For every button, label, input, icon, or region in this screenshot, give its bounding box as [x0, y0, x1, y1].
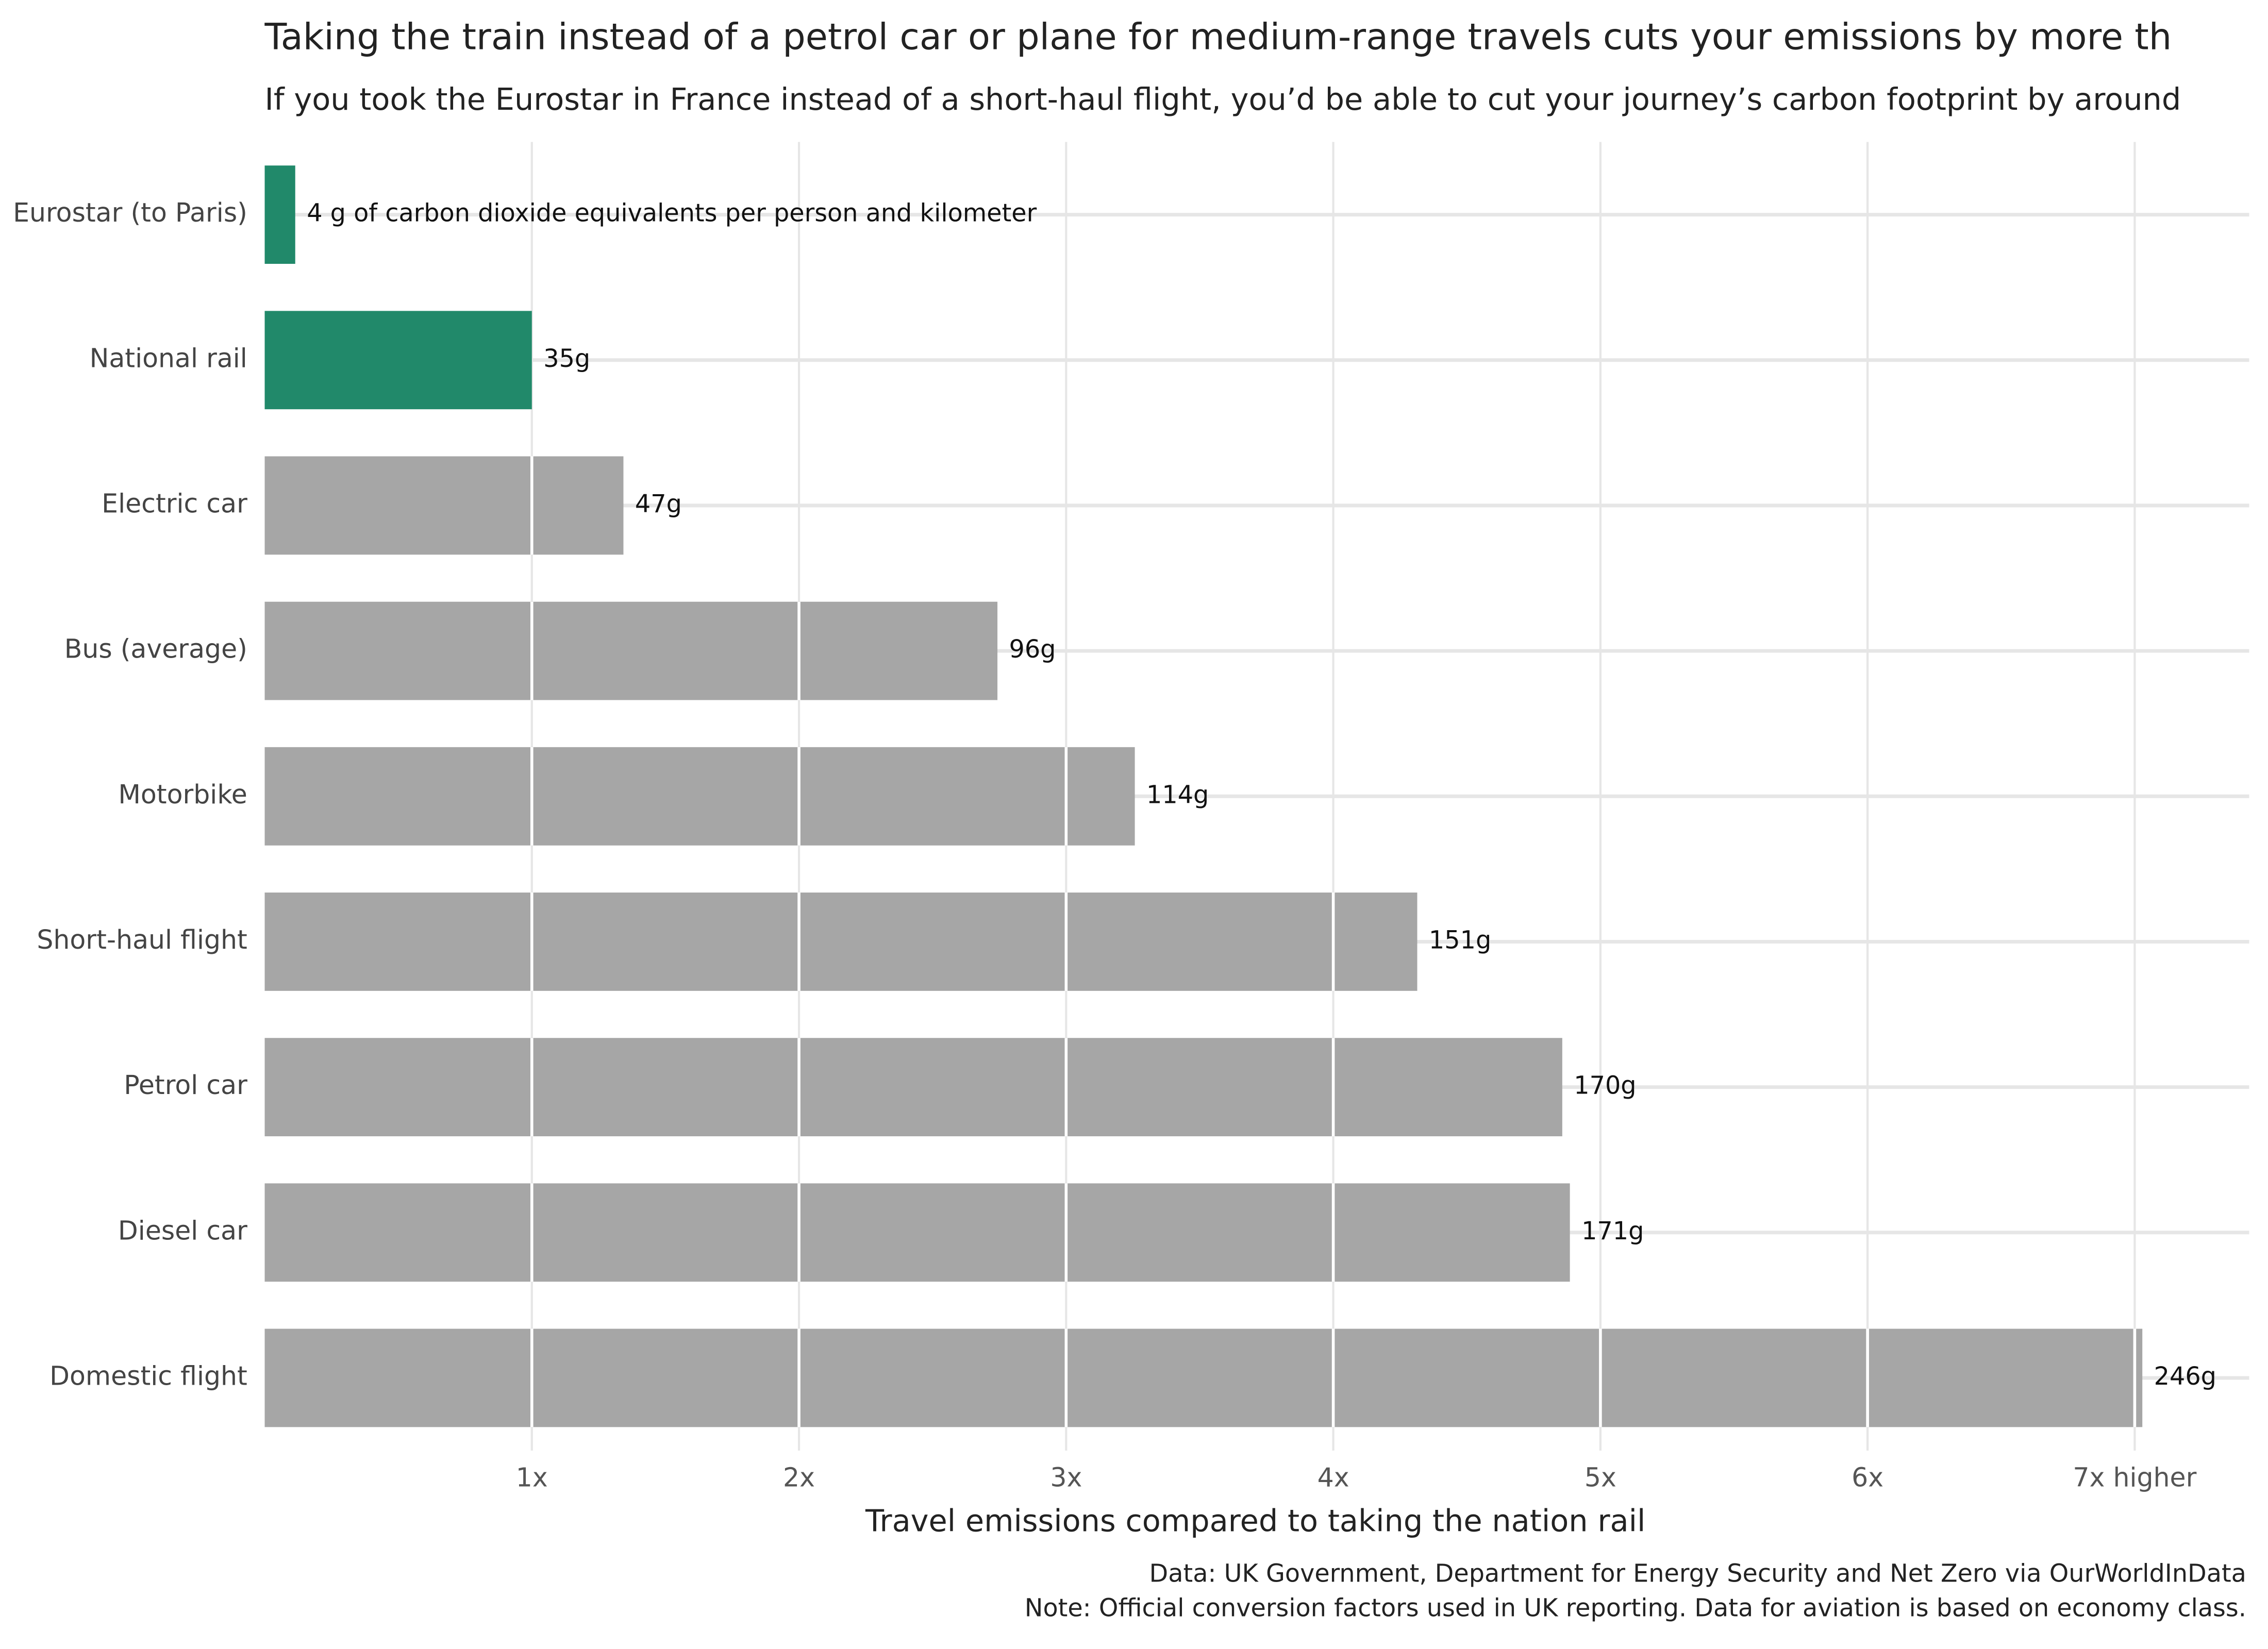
caption: Data: UK Government, Department for Ener…: [1149, 1559, 2246, 1588]
bar: [264, 311, 532, 410]
value-label: 170g: [1574, 1072, 1636, 1100]
bars: [264, 165, 2143, 1427]
bar: [264, 893, 1418, 991]
x-tick-label: 7x higher: [2073, 1462, 2196, 1493]
bar: [264, 1183, 1570, 1282]
y-tick-label: Eurostar (to Paris): [13, 197, 247, 228]
y-tick-label: Diesel car: [118, 1215, 247, 1246]
bar: [264, 1038, 1562, 1137]
bar: [264, 1328, 2143, 1427]
y-tick-label: National rail: [90, 343, 247, 373]
bar: [264, 601, 998, 700]
value-label: 114g: [1146, 781, 1209, 809]
y-tick-label: Domestic flight: [49, 1360, 247, 1391]
value-label: 35g: [543, 345, 590, 373]
caption: Note: Official conversion factors used i…: [1025, 1594, 2246, 1623]
value-label: 96g: [1009, 635, 1056, 664]
chart-title: Taking the train instead of a petrol car…: [264, 15, 2172, 58]
x-tick-label: 3x: [1050, 1462, 1082, 1493]
value-label: 47g: [635, 490, 682, 518]
bar: [264, 456, 624, 555]
y-tick-label: Motorbike: [118, 779, 247, 810]
y-tick-label: Short-haul flight: [37, 924, 247, 955]
x-axis-title: Travel emissions compared to taking the …: [865, 1503, 1645, 1538]
x-tick-label: 1x: [516, 1462, 548, 1493]
chart-subtitle: If you took the Eurostar in France inste…: [265, 81, 2181, 117]
x-tick-label: 2x: [783, 1462, 815, 1493]
y-tick-label: Petrol car: [124, 1070, 247, 1100]
x-tick-label: 5x: [1585, 1462, 1616, 1493]
value-label: 4 g of carbon dioxide equivalents per pe…: [307, 199, 1037, 228]
y-tick-label: Electric car: [102, 488, 247, 518]
value-label: 246g: [2154, 1362, 2216, 1391]
bar: [264, 747, 1135, 846]
x-tick-label: 4x: [1318, 1462, 1349, 1493]
x-tick-label: 6x: [1852, 1462, 1883, 1493]
bar: [264, 165, 295, 264]
value-label: 171g: [1581, 1217, 1644, 1246]
value-label: 151g: [1429, 926, 1491, 954]
y-tick-label: Bus (average): [64, 634, 247, 664]
